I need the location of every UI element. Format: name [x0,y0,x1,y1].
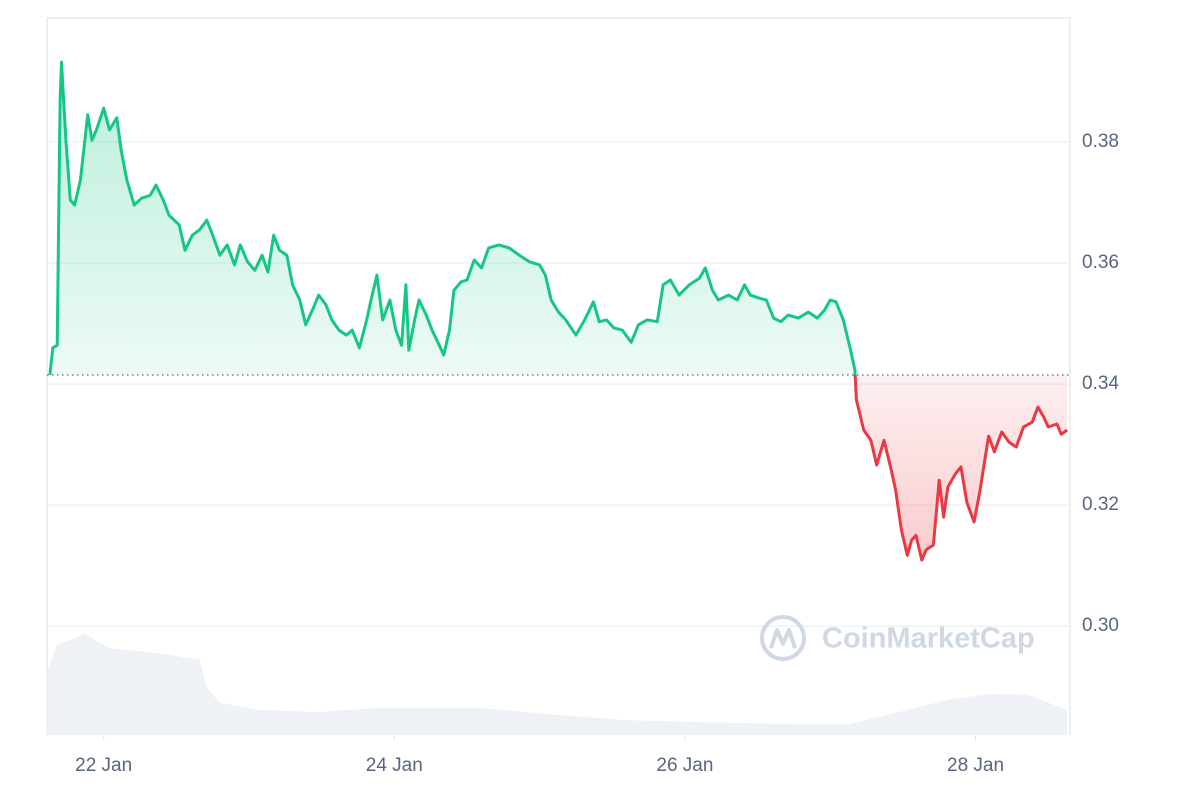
watermark-text: CoinMarketCap [822,623,1035,655]
y-tick-label: 0.32 [1082,494,1119,515]
watermark-logo-mark [769,628,797,649]
x-tick-label: 26 Jan [656,755,713,776]
price-line [48,60,1068,562]
front-layer: 0.30 0.32 0.34 0.36 0.38 22 Jan 24 Jan 26 Jan 28… [47,60,1119,776]
back-layer [46,17,1071,741]
watermark: CoinMarketCap [760,615,1035,661]
price-area [49,62,1068,561]
plot-frame [46,17,1071,735]
y-tick-label: 0.36 [1082,252,1119,273]
x-tick-label: 28 Jan [947,755,1004,776]
y-tick-label: 0.30 [1082,615,1119,636]
x-tick-label: 22 Jan [75,755,132,776]
y-tick-label: 0.34 [1082,373,1119,394]
watermark-logo [760,615,806,661]
x-tick-label: 24 Jan [366,755,423,776]
volume-area [47,633,1068,735]
y-tick-label: 0.38 [1082,131,1119,152]
